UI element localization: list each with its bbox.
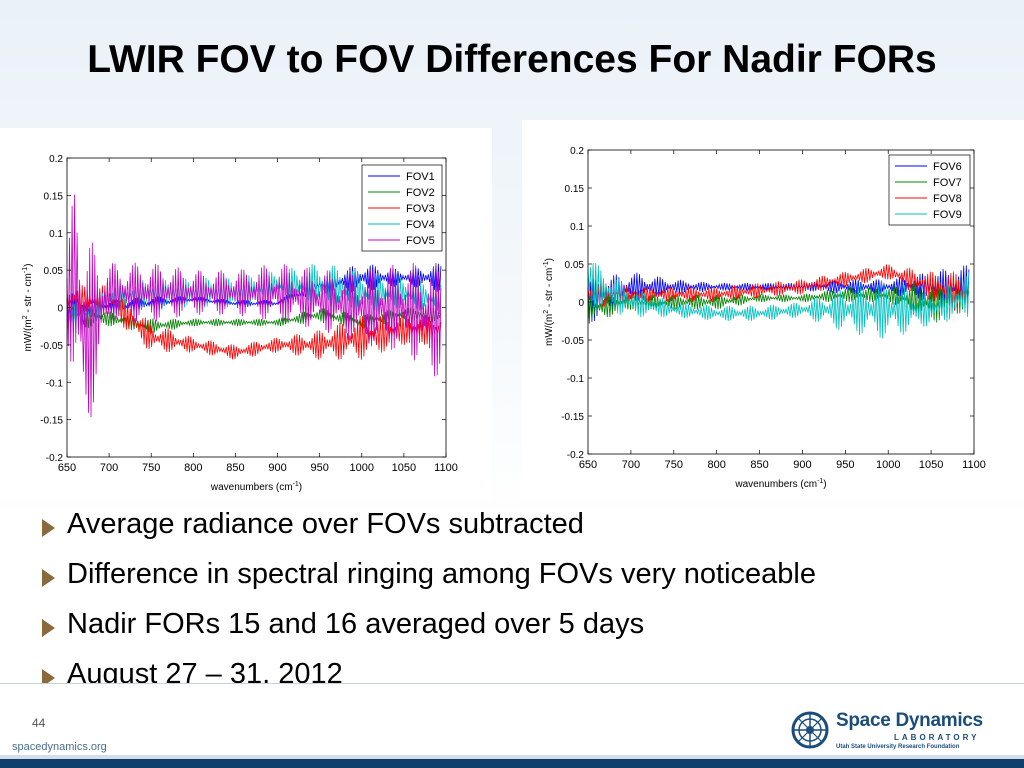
x-axis-label: wavenumbers (cm-1): [734, 478, 826, 490]
y-tick-label: 0: [578, 298, 584, 309]
series-line-fov6: [587, 265, 970, 322]
x-tick-label: 750: [665, 459, 683, 471]
x-tick-label: 650: [579, 459, 597, 471]
bullet-text: Difference in spectral ringing among FOV…: [67, 558, 817, 590]
x-tick-label: 1050: [392, 462, 416, 474]
y-tick-label: -0.1: [567, 374, 585, 385]
legend-label: FOV1: [406, 171, 435, 183]
bullet-arrow-icon: [42, 619, 55, 637]
y-tick-label: -0.2: [46, 453, 64, 464]
legend-label: FOV9: [933, 209, 962, 221]
x-tick-label: 950: [836, 459, 854, 471]
space-dynamics-logo: Space Dynamics LABORATORY Utah State Uni…: [790, 708, 990, 754]
logo-emblem-icon: [791, 711, 829, 749]
footer-divider: [0, 683, 1024, 684]
y-tick-label: -0.15: [561, 412, 584, 423]
y-tick-label: -0.15: [40, 416, 63, 427]
x-tick-label: 900: [268, 462, 286, 474]
legend-box: [888, 154, 971, 226]
chart-right: 650 700 750 800 850 900 950 1000 1050 1100 -0.2 -0.…: [522, 120, 1024, 500]
x-tick-label: 700: [622, 459, 640, 471]
x-tick-label: 700: [100, 462, 118, 474]
y-tick-label: -0.2: [567, 450, 585, 461]
legend-label: FOV3: [406, 203, 435, 215]
series-line-fov9: [587, 263, 970, 339]
legend-label: FOV8: [933, 193, 962, 205]
footer-bar-dark: [0, 759, 1024, 768]
series-line-fov8: [587, 264, 970, 311]
slide-footer: [0, 683, 1024, 768]
logo-tagline: Utah State University Research Foundatio…: [836, 744, 960, 750]
logo-sub: LABORATORY: [894, 733, 980, 742]
bullet-arrow-icon: [42, 569, 55, 587]
legend-label: FOV2: [406, 187, 435, 199]
y-tick-label: 0: [57, 304, 63, 315]
x-tick-label: 800: [184, 462, 202, 474]
footer-url[interactable]: spacedynamics.org: [12, 741, 107, 753]
x-tick-label: 850: [750, 459, 768, 471]
series-line-fov5: [66, 194, 442, 418]
legend-label: FOV6: [933, 161, 962, 173]
y-tick-label: -0.05: [40, 341, 63, 352]
x-tick-label: 750: [142, 462, 160, 474]
x-axis-label: wavenumbers (cm-1): [210, 481, 302, 493]
y-axis-label: mW/(m2 - str - cm-1): [22, 264, 34, 352]
x-tick-label: 1000: [350, 462, 374, 474]
x-tick-label: 650: [58, 462, 76, 474]
bullet-text: Average radiance over FOVs subtracted: [67, 508, 584, 540]
y-tick-label: 0.15: [565, 184, 585, 195]
series-line-fov7: [587, 279, 970, 324]
x-tick-label: 1100: [962, 459, 986, 471]
bullet-item: Nadir FORs 15 and 16 averaged over 5 day…: [42, 606, 1002, 656]
y-tick-label: 0.2: [49, 154, 63, 165]
y-tick-label: 0.2: [570, 146, 584, 157]
bullet-arrow-icon: [42, 669, 55, 687]
chart-left-svg: 650 700 750 800 850 900 950 1000 1050 1100 -0.2 -0.…: [22, 154, 458, 493]
y-tick-label: 0.05: [44, 266, 64, 277]
bullet-item: Difference in spectral ringing among FOV…: [42, 556, 1002, 606]
bullet-item: Average radiance over FOVs subtracted: [42, 506, 1002, 556]
chart-right-svg: 650 700 750 800 850 900 950 1000 1050 1100 -0.2 -0.…: [543, 146, 986, 490]
x-tick-label: 950: [310, 462, 328, 474]
y-tick-label: 0.05: [565, 260, 585, 271]
chart-left: 650 700 750 800 850 900 950 1000 1050 1100 -0.2 -0.…: [0, 128, 492, 500]
bullet-list: Average radiance over FOVs subtracted Di…: [42, 506, 1002, 706]
x-tick-label: 1100: [434, 462, 458, 474]
legend-label: FOV5: [406, 235, 435, 247]
y-tick-label: 0.1: [570, 222, 584, 233]
x-tick-label: 850: [226, 462, 244, 474]
y-tick-label: -0.1: [46, 378, 64, 389]
bullet-arrow-icon: [42, 519, 55, 537]
bullet-text: Nadir FORs 15 and 16 averaged over 5 day…: [67, 608, 645, 640]
x-tick-label: 1000: [876, 459, 900, 471]
series-line-fov3: [66, 285, 442, 360]
y-tick-label: 0.1: [49, 229, 63, 240]
y-tick-label: 0.15: [44, 191, 64, 202]
legend-label: FOV7: [933, 177, 962, 189]
x-tick-label: 1050: [919, 459, 943, 471]
x-tick-label: 900: [793, 459, 811, 471]
slide-title: LWIR FOV to FOV Differences For Nadir FO…: [87, 38, 937, 81]
page-number: 44: [32, 716, 46, 730]
y-axis-label: mW/(m2 - str - cm-1): [543, 258, 555, 346]
legend-label: FOV4: [406, 219, 435, 231]
logo-name: Space Dynamics: [836, 710, 983, 731]
x-tick-label: 800: [707, 459, 725, 471]
y-tick-label: -0.05: [561, 336, 584, 347]
